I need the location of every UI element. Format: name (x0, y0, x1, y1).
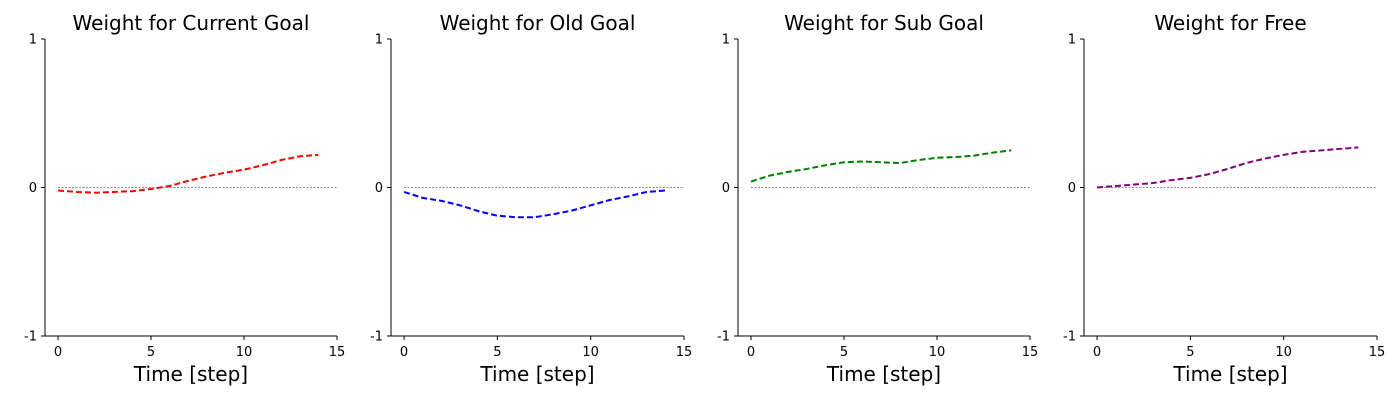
x-axis-label: Time [step] (133, 362, 248, 386)
series-line (1096, 146, 1359, 189)
x-tick-label: 10 (929, 345, 946, 360)
series-line (750, 149, 1012, 183)
x-tick-label: 15 (329, 345, 346, 360)
chart-title: Weight for Current Goal (73, 11, 310, 35)
y-tick-label: -1 (717, 330, 730, 345)
y-tick-label: 1 (375, 33, 383, 48)
y-tick-label: 0 (722, 181, 730, 196)
x-tick-label: 0 (54, 345, 62, 360)
y-tick-label: 0 (375, 181, 383, 196)
y-tick-label: 1 (722, 33, 730, 48)
x-tick-label: 15 (1369, 345, 1386, 360)
y-tick-label: 0 (29, 181, 37, 196)
x-tick-label: 5 (840, 345, 848, 360)
x-tick-label: 10 (1275, 345, 1292, 360)
y-tick-label: 0 (1068, 181, 1076, 196)
series-line (403, 189, 666, 219)
x-axis-label: Time [step] (479, 362, 594, 386)
x-tick-label: 5 (1186, 345, 1194, 360)
x-tick-label: 10 (582, 345, 599, 360)
x-axis-label: Time [step] (1172, 362, 1287, 386)
x-tick-label: 5 (147, 345, 155, 360)
x-tick-label: 5 (493, 345, 501, 360)
chart-title: Weight for Old Goal (440, 11, 636, 35)
y-tick-label: -1 (24, 330, 37, 345)
chart-title: Weight for Free (1154, 11, 1306, 35)
x-tick-label: 15 (1022, 345, 1039, 360)
x-axis-label: Time [step] (826, 362, 941, 386)
y-tick-label: -1 (370, 330, 383, 345)
x-tick-label: 0 (400, 345, 408, 360)
x-tick-label: 15 (676, 345, 693, 360)
x-tick-label: 0 (747, 345, 755, 360)
x-tick-label: 10 (236, 345, 253, 360)
chart-title: Weight for Sub Goal (784, 11, 984, 35)
x-tick-label: 0 (1093, 345, 1101, 360)
y-tick-label: 1 (1068, 33, 1076, 48)
y-tick-label: -1 (1063, 330, 1076, 345)
series-line (57, 153, 319, 194)
y-tick-label: 1 (29, 33, 37, 48)
